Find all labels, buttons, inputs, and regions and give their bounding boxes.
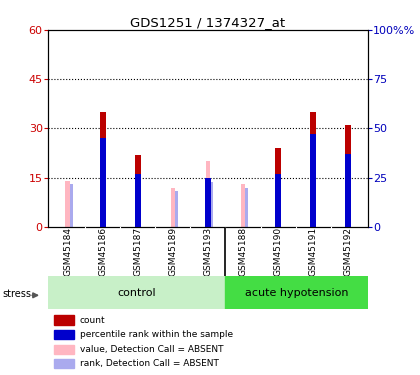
Bar xyxy=(54,330,74,339)
Text: rank, Detection Call = ABSENT: rank, Detection Call = ABSENT xyxy=(80,359,218,368)
Bar xyxy=(66,181,70,227)
Text: acute hypotension: acute hypotension xyxy=(245,288,348,297)
Bar xyxy=(275,174,281,227)
Text: value, Detection Call = ABSENT: value, Detection Call = ABSENT xyxy=(80,345,223,354)
Bar xyxy=(54,359,74,368)
Bar xyxy=(54,345,74,354)
Text: GSM45187: GSM45187 xyxy=(133,226,142,276)
Bar xyxy=(48,276,226,309)
Text: percentile rank within the sample: percentile rank within the sample xyxy=(80,330,233,339)
Bar xyxy=(100,138,106,227)
Bar xyxy=(241,184,245,227)
Bar xyxy=(175,191,178,227)
Bar xyxy=(275,148,281,227)
Bar xyxy=(171,188,175,227)
Bar xyxy=(205,178,211,227)
Text: GSM45191: GSM45191 xyxy=(309,226,318,276)
Bar xyxy=(134,174,141,227)
Bar xyxy=(69,184,73,227)
Title: GDS1251 / 1374327_at: GDS1251 / 1374327_at xyxy=(130,16,286,29)
Bar xyxy=(206,161,210,227)
Text: GSM45184: GSM45184 xyxy=(63,227,72,276)
Bar xyxy=(210,182,213,227)
Text: GSM45186: GSM45186 xyxy=(98,226,107,276)
Bar xyxy=(226,276,368,309)
Bar xyxy=(54,315,74,325)
Text: count: count xyxy=(80,316,105,325)
Text: stress: stress xyxy=(2,290,31,299)
Text: GSM45189: GSM45189 xyxy=(168,226,177,276)
Bar xyxy=(100,112,106,227)
Bar xyxy=(345,154,352,227)
Bar xyxy=(310,112,316,227)
Text: GSM45188: GSM45188 xyxy=(239,226,247,276)
Text: GSM45190: GSM45190 xyxy=(273,226,283,276)
Bar xyxy=(310,134,316,227)
Text: control: control xyxy=(118,288,156,297)
Bar xyxy=(245,188,248,227)
Text: GSM45192: GSM45192 xyxy=(344,227,353,276)
Bar xyxy=(345,125,352,227)
Bar xyxy=(134,154,141,227)
Text: GSM45193: GSM45193 xyxy=(203,226,213,276)
